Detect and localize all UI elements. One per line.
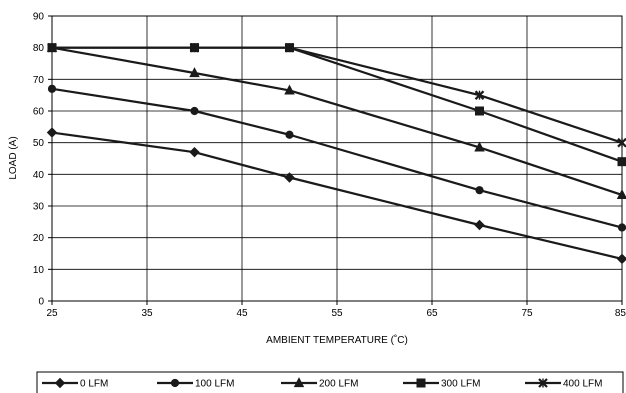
y-tick-label: 0 bbox=[38, 297, 44, 308]
legend-item: 200 LFM bbox=[281, 377, 358, 390]
legend-label: 300 LFM bbox=[441, 379, 480, 390]
legend-marker bbox=[538, 378, 548, 388]
y-tick-label: 70 bbox=[33, 75, 45, 86]
x-tick-label: 85 bbox=[615, 308, 626, 319]
x-axis-label: AMBIENT TEMPERATURE (˚C) bbox=[266, 334, 408, 346]
series-0-lfm bbox=[46, 127, 626, 265]
legend-label: 200 LFM bbox=[319, 379, 358, 390]
data-point bbox=[189, 67, 200, 78]
series-group bbox=[46, 41, 626, 265]
y-tick-label: 30 bbox=[33, 202, 45, 213]
y-tick-label: 80 bbox=[33, 43, 45, 54]
series-400-lfm bbox=[47, 42, 626, 148]
data-point bbox=[189, 146, 200, 158]
data-point bbox=[284, 42, 295, 53]
data-point bbox=[475, 186, 484, 195]
series-100-lfm bbox=[47, 84, 626, 232]
x-tick-label: 45 bbox=[236, 308, 248, 319]
data-point bbox=[284, 84, 295, 95]
data-point bbox=[617, 157, 626, 167]
x-tick-label: 75 bbox=[521, 308, 533, 319]
data-point bbox=[474, 219, 485, 231]
legend-marker bbox=[416, 378, 426, 388]
legend-label: 0 LFM bbox=[80, 379, 108, 390]
series-200-lfm bbox=[46, 41, 626, 200]
y-axis-ticks: 0 10 20 30 40 50 60 70 80 90 bbox=[33, 12, 52, 308]
data-point bbox=[189, 42, 200, 53]
legend-label: 100 LFM bbox=[195, 379, 234, 390]
data-point bbox=[616, 253, 626, 265]
legend-marker bbox=[293, 377, 305, 388]
data-point bbox=[47, 84, 57, 93]
data-point bbox=[475, 106, 484, 116]
data-point bbox=[284, 172, 295, 183]
y-tick-label: 40 bbox=[33, 170, 45, 181]
y-axis-label: LOAD (A) bbox=[8, 136, 19, 179]
x-tick-label: 55 bbox=[331, 308, 343, 319]
data-point bbox=[474, 90, 485, 100]
x-axis-ticks: 25 35 45 55 65 75 85 bbox=[46, 301, 626, 319]
y-tick-label: 60 bbox=[33, 107, 45, 118]
legend: 0 LFM 100 LFM 200 LFM 300 LFM 400 LFM bbox=[36, 371, 624, 393]
data-point bbox=[617, 137, 626, 148]
data-point bbox=[285, 130, 294, 139]
legend-box bbox=[36, 371, 624, 393]
x-tick-label: 25 bbox=[46, 308, 58, 319]
x-tick-label: 35 bbox=[141, 308, 153, 319]
y-tick-label: 10 bbox=[33, 265, 45, 276]
data-point bbox=[617, 223, 626, 232]
legend-item: 400 LFM bbox=[525, 378, 602, 390]
legend-item: 0 LFM bbox=[42, 377, 108, 390]
legend-label: 400 LFM bbox=[563, 379, 602, 390]
data-point bbox=[616, 189, 626, 200]
data-point bbox=[474, 141, 485, 152]
data-point bbox=[46, 127, 58, 138]
y-tick-label: 90 bbox=[33, 12, 45, 23]
legend-marker bbox=[54, 377, 66, 389]
data-point bbox=[190, 106, 199, 116]
x-tick-label: 65 bbox=[426, 308, 438, 319]
legend-marker bbox=[170, 378, 180, 388]
y-tick-label: 20 bbox=[33, 233, 45, 244]
y-tick-label: 50 bbox=[33, 138, 45, 149]
legend-item: 100 LFM bbox=[157, 379, 234, 390]
legend-item: 300 LFM bbox=[403, 378, 480, 390]
data-point bbox=[47, 42, 57, 53]
